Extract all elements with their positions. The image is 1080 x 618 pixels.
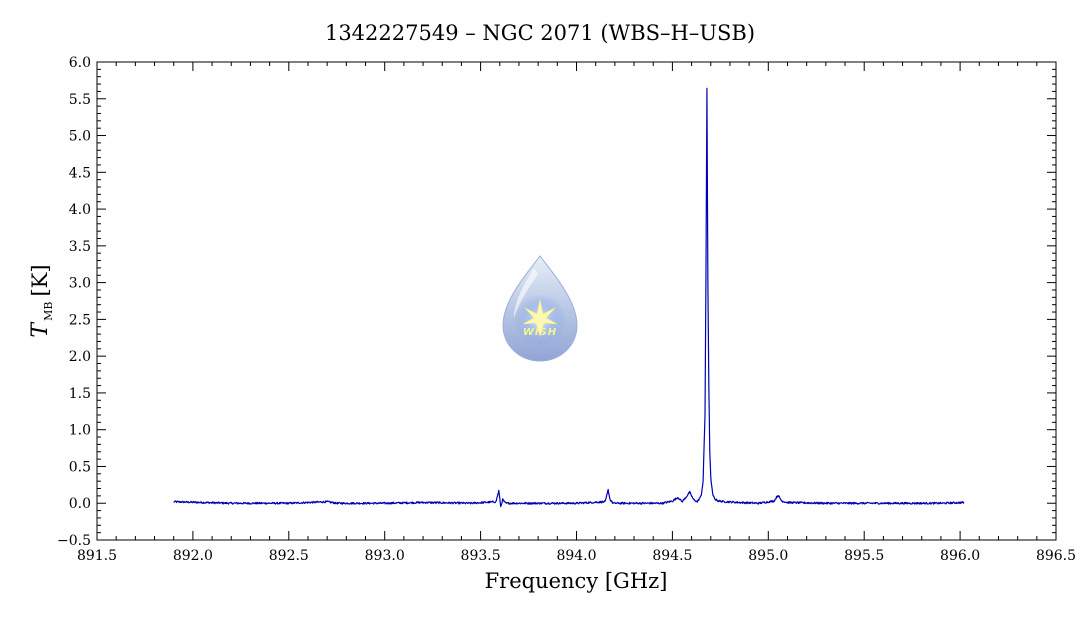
y-tick-label: 1.5	[69, 386, 91, 402]
x-tick-labels: 891.5 892.0 892.5 893.0 893.5 894.0 894.5 895.0…	[77, 548, 1076, 564]
x-tick-label: 893.5	[461, 548, 501, 564]
star-icon	[522, 299, 558, 338]
x-tick-label: 892.0	[173, 548, 213, 564]
y-axis-symbol: T	[28, 321, 53, 338]
y-tick-label: 5.5	[69, 92, 91, 108]
y-tick-label: 5.0	[69, 129, 91, 145]
spectrum-line	[173, 87, 965, 508]
x-axis-label: Frequency [GHz]	[485, 569, 668, 593]
y-tick-label: 4.0	[69, 202, 91, 218]
wish-logo: WISH	[502, 255, 578, 362]
x-tick-label: 891.5	[77, 548, 117, 564]
chart-title: 1342227549 – NGC 2071 (WBS–H–USB)	[325, 21, 755, 45]
y-axis-subscript: MB	[42, 302, 55, 321]
y-tick-label: 0.5	[69, 459, 91, 475]
y-axis-label: TMB [K]	[28, 264, 55, 337]
y-tick-label: 3.0	[69, 276, 91, 292]
x-tick-label: 894.5	[652, 548, 692, 564]
plot-frame	[96, 61, 1057, 541]
y-tick-label: 0.0	[69, 496, 91, 512]
y-tick-label: 2.0	[69, 349, 91, 365]
y-tick-label: 6.0	[69, 55, 91, 71]
x-tick-label: 895.0	[748, 548, 788, 564]
x-tick-label: 896.5	[1036, 548, 1076, 564]
y-tick-label: −0.5	[57, 533, 91, 549]
axis-ticks	[96, 61, 1057, 541]
y-tick-label: 3.5	[69, 239, 91, 255]
x-tick-label: 892.5	[269, 548, 309, 564]
x-tick-label: 895.5	[844, 548, 884, 564]
x-tick-label: 896.0	[940, 548, 980, 564]
y-axis-unit: [K]	[28, 264, 52, 296]
y-tick-label: 1.0	[69, 423, 91, 439]
logo-text: WISH	[523, 327, 557, 338]
x-tick-label: 894.0	[556, 548, 596, 564]
x-tick-label: 893.0	[365, 548, 405, 564]
y-tick-label: 2.5	[69, 312, 91, 328]
y-tick-label: 4.5	[69, 165, 91, 181]
y-tick-labels: −0.5 0.0 0.5 1.0 1.5 2.0 2.5 3.0 3.5 4.0 4.5 5.0 5.5…	[57, 55, 91, 549]
